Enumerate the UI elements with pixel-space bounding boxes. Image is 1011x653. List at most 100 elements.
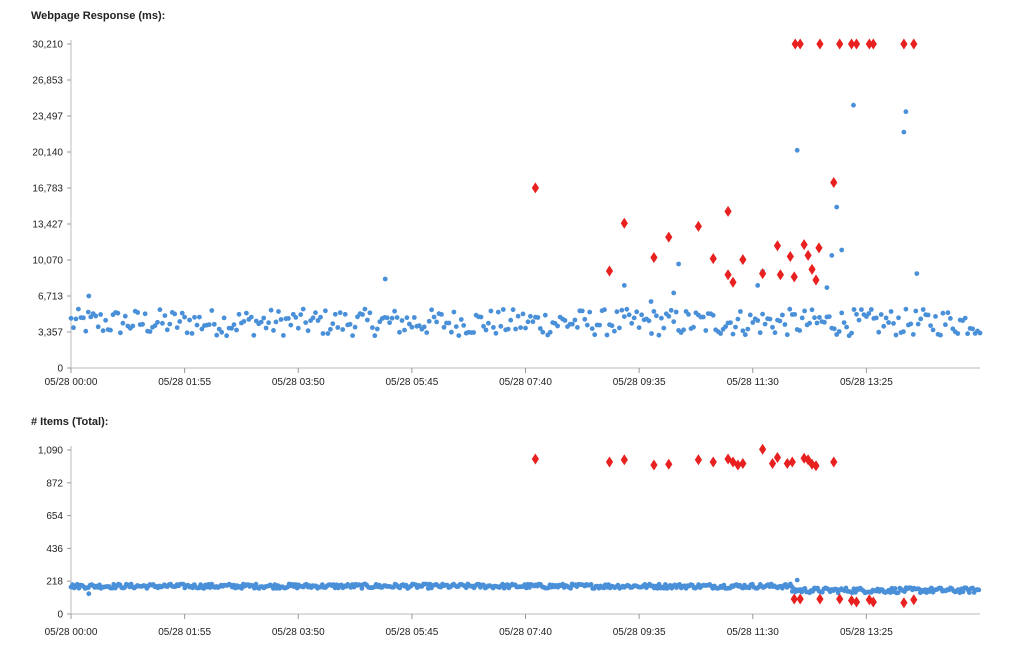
data-point	[157, 307, 163, 313]
data-point	[409, 324, 415, 330]
data-point-diamond	[724, 453, 732, 465]
data-point	[315, 318, 321, 323]
data-point	[221, 315, 227, 321]
data-point-diamond	[869, 596, 877, 608]
data-point	[542, 312, 548, 318]
data-point-diamond	[836, 593, 844, 605]
data-point	[710, 312, 716, 318]
data-point	[486, 320, 491, 326]
data-point	[360, 312, 365, 317]
webpage-response-chart: Webpage Response (ms): 0 3,357 6,713 10,070…	[31, 10, 983, 388]
data-point-diamond	[759, 268, 767, 280]
data-point	[945, 310, 951, 316]
items-total-chart: # Items (Total): 0 218 436 654 872 1,090 05/28…	[31, 416, 982, 638]
data-point	[446, 320, 452, 326]
data-point	[244, 310, 249, 316]
data-point	[831, 326, 837, 332]
data-point	[866, 311, 872, 316]
data-point	[547, 329, 553, 335]
data-point-diamond	[665, 231, 673, 243]
x-tick-label: 05/28 07:40	[499, 627, 552, 638]
data-point-diamond	[836, 38, 844, 50]
data-point	[359, 585, 365, 591]
data-point-diamond	[773, 452, 782, 464]
data-point	[723, 324, 728, 329]
data-point	[251, 332, 257, 338]
data-point	[579, 308, 585, 314]
data-point	[456, 333, 462, 338]
data-point	[424, 330, 430, 335]
data-point	[197, 314, 202, 320]
data-point	[332, 311, 338, 317]
data-point	[626, 312, 632, 318]
data-point-diamond	[788, 456, 796, 468]
data-point	[666, 313, 672, 319]
data-point	[617, 325, 622, 331]
data-point	[182, 314, 188, 320]
data-point	[661, 325, 667, 331]
data-point-diamond	[734, 459, 742, 471]
data-point	[648, 299, 654, 304]
data-point	[631, 315, 637, 321]
y-tick-label: 13,427	[32, 219, 63, 230]
data-point	[977, 330, 983, 336]
data-point	[429, 307, 434, 313]
data-point	[826, 314, 832, 319]
data-point	[844, 324, 849, 330]
data-point	[646, 318, 652, 324]
data-point	[231, 322, 237, 327]
data-point	[362, 306, 368, 312]
y-tick-label: 0	[57, 364, 63, 375]
data-point	[592, 332, 598, 338]
data-point	[528, 313, 533, 319]
data-point	[214, 332, 220, 338]
x-tick-label: 05/28 01:55	[158, 627, 211, 638]
data-point	[234, 327, 239, 333]
data-point	[525, 319, 531, 325]
data-point	[634, 309, 640, 315]
data-point	[651, 309, 657, 314]
data-point-diamond	[852, 38, 861, 50]
data-point	[587, 309, 593, 315]
data-point	[224, 333, 230, 339]
x-tick-label: 05/28 11:30	[727, 627, 780, 638]
data-point	[288, 322, 294, 328]
data-point	[328, 326, 333, 332]
data-point	[903, 109, 909, 115]
data-point	[649, 331, 654, 336]
data-point-diamond	[665, 458, 673, 470]
data-point	[762, 321, 768, 327]
data-point	[656, 581, 662, 587]
data-point	[103, 317, 108, 323]
data-point	[305, 328, 311, 334]
data-point	[530, 319, 536, 325]
data-point-diamond	[709, 253, 717, 265]
data-point	[772, 330, 778, 336]
data-point	[286, 316, 291, 321]
data-point	[229, 325, 235, 331]
data-point	[399, 318, 405, 323]
data-point	[68, 315, 74, 321]
data-point	[913, 308, 919, 314]
data-point	[337, 310, 343, 316]
data-point	[883, 315, 889, 321]
data-point-diamond	[815, 242, 823, 254]
data-point	[177, 319, 183, 324]
data-point	[320, 331, 326, 336]
data-point	[920, 307, 926, 312]
data-point	[471, 330, 476, 335]
data-point-diamond	[816, 38, 824, 50]
chart-title: # Items (Total):	[31, 416, 108, 428]
data-point	[584, 322, 590, 328]
data-point	[659, 315, 664, 321]
data-point	[488, 308, 494, 314]
data-point	[621, 283, 627, 288]
data-point	[318, 314, 323, 320]
data-point	[483, 327, 489, 333]
data-point	[164, 327, 170, 333]
chart-title: Webpage Response (ms):	[31, 10, 165, 22]
data-point	[73, 316, 79, 322]
data-point	[794, 147, 800, 153]
data-point	[426, 318, 432, 324]
